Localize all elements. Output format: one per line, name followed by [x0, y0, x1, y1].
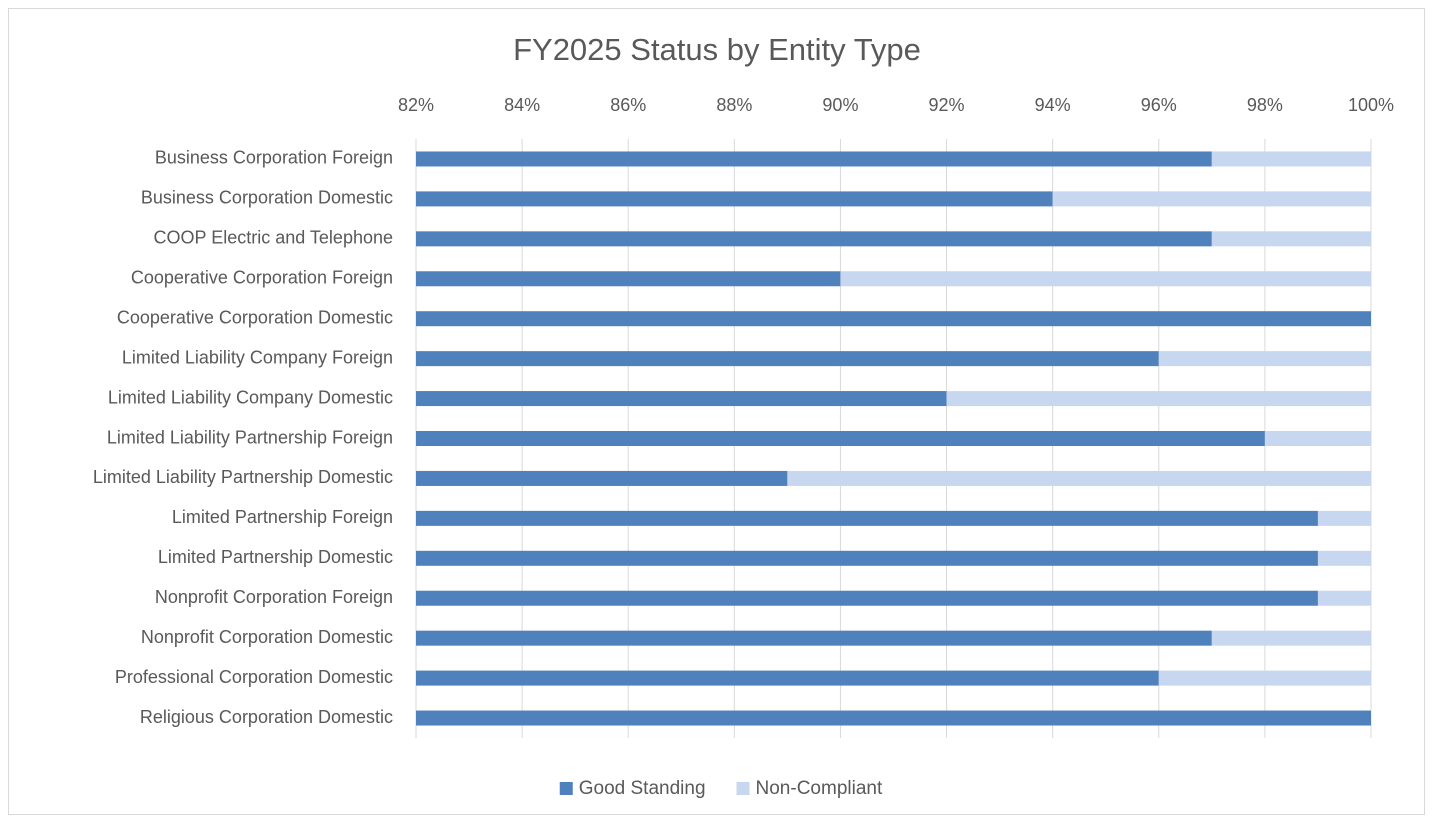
- y-tick-label: Religious Corporation Domestic: [140, 707, 393, 727]
- x-tick-label: 100%: [1348, 95, 1394, 115]
- x-tick-label: 98%: [1247, 95, 1283, 115]
- bars: [416, 151, 1371, 726]
- bar-segment: [416, 630, 1212, 646]
- bar-segment: [946, 391, 1371, 407]
- bar-segment: [1052, 191, 1371, 207]
- bar-segment: [1317, 550, 1371, 566]
- bar-segment: [840, 271, 1371, 287]
- y-tick-label: Cooperative Corporation Foreign: [131, 268, 393, 288]
- y-tick-label: Limited Liability Partnership Domestic: [93, 467, 393, 487]
- bar-segment: [787, 470, 1371, 486]
- bar-segment: [1317, 590, 1371, 606]
- legend-swatch: [736, 782, 750, 795]
- x-tick-label: 84%: [504, 95, 540, 115]
- y-tick-label: Limited Partnership Foreign: [172, 507, 393, 527]
- bar-segment: [416, 151, 1212, 167]
- bar-segment: [1158, 351, 1371, 367]
- bar-segment: [416, 590, 1318, 606]
- legend: Good Standing Non-Compliant: [559, 778, 883, 799]
- x-tick-label: 94%: [1035, 95, 1071, 115]
- bar-segment: [1317, 510, 1371, 526]
- bar-segment: [1158, 670, 1371, 686]
- bar-segment: [416, 470, 788, 486]
- y-tick-label: Limited Liability Company Domestic: [108, 387, 393, 407]
- bar-segment: [416, 311, 1371, 327]
- y-tick-label: Business Corporation Domestic: [141, 188, 393, 208]
- bar-segment: [1211, 231, 1371, 247]
- bar-segment: [416, 670, 1159, 686]
- legend-swatch: [559, 782, 573, 795]
- y-tick-label: Limited Liability Partnership Foreign: [107, 427, 393, 447]
- bar-segment: [1264, 431, 1371, 446]
- x-tick-label: 90%: [822, 95, 858, 115]
- x-tick-label: 86%: [610, 95, 646, 115]
- bar-segment: [416, 431, 1265, 446]
- y-tick-label: Business Corporation Foreign: [155, 148, 393, 168]
- legend-label: Non-Compliant: [756, 778, 883, 799]
- y-tick-label: Nonprofit Corporation Domestic: [141, 627, 393, 647]
- bar-segment: [416, 231, 1212, 247]
- y-tick-label: Cooperative Corporation Domestic: [117, 307, 393, 327]
- bar-segment: [416, 351, 1159, 367]
- y-tick-label: Nonprofit Corporation Foreign: [155, 587, 393, 607]
- bar-segment: [416, 710, 1371, 726]
- bar-segment: [1211, 630, 1371, 646]
- x-tick-label: 96%: [1141, 95, 1177, 115]
- y-tick-label: COOP Electric and Telephone: [154, 228, 393, 248]
- legend-label: Good Standing: [579, 778, 706, 799]
- chart-title: FY2025 Status by Entity Type: [513, 32, 921, 67]
- chart-frame: [8, 8, 1425, 815]
- bar-segment: [416, 391, 947, 407]
- bar-segment: [416, 271, 841, 287]
- bar-segment: [1211, 151, 1371, 167]
- x-tick-label: 88%: [716, 95, 752, 115]
- y-tick-label: Professional Corporation Domestic: [115, 667, 393, 687]
- bar-segment: [416, 550, 1318, 566]
- y-tick-label: Limited Liability Company Foreign: [122, 347, 393, 367]
- x-tick-label: 82%: [398, 95, 434, 115]
- x-tick-label: 92%: [929, 95, 965, 115]
- y-tick-label: Limited Partnership Domestic: [158, 547, 393, 567]
- bar-segment: [416, 191, 1053, 207]
- bar-segment: [416, 510, 1318, 526]
